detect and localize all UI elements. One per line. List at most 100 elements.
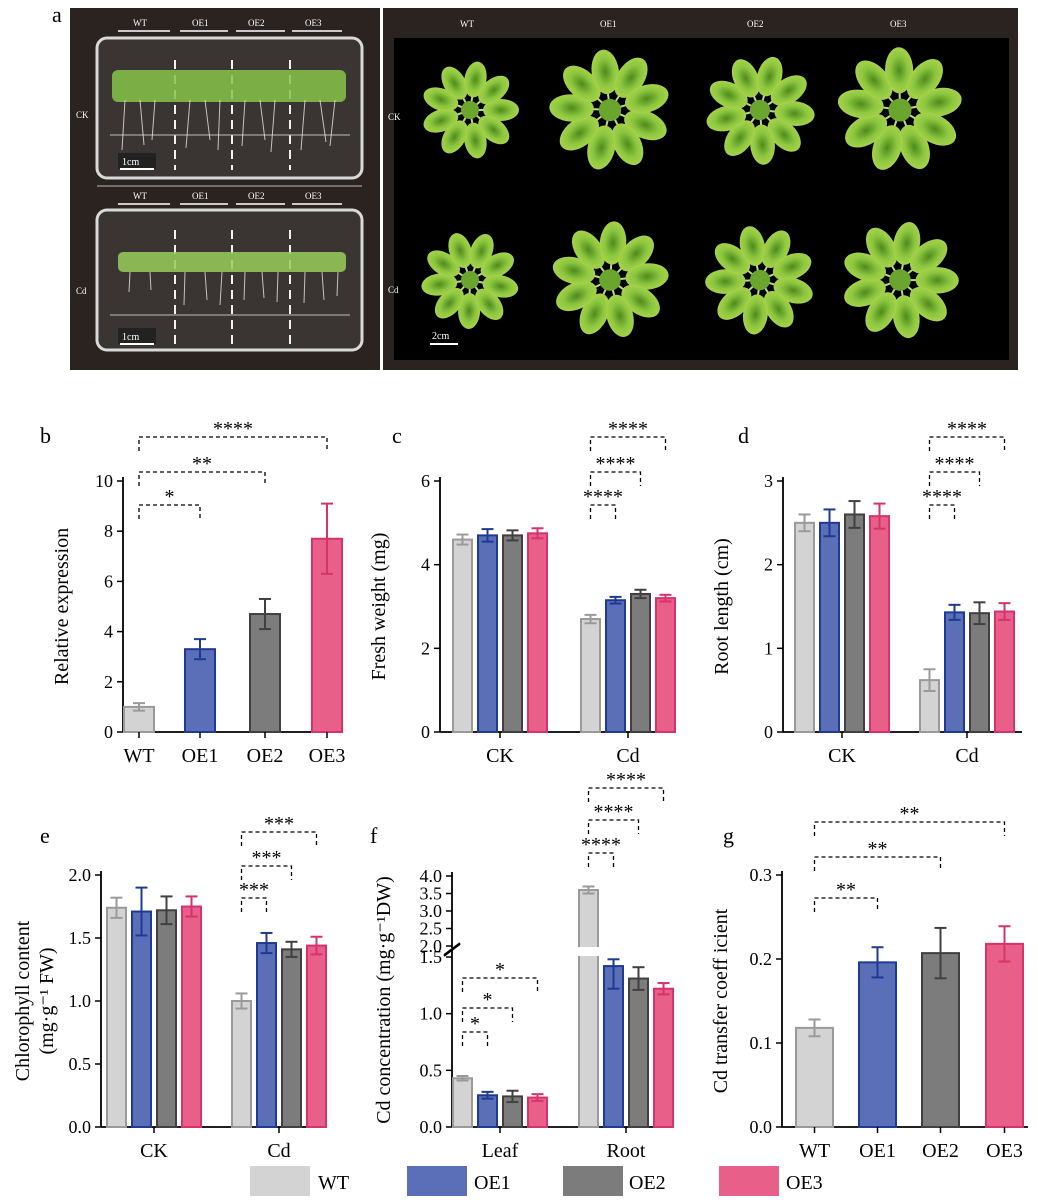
bar-wt <box>231 1000 252 1128</box>
rosette-plant <box>705 226 813 335</box>
bar-oe2 <box>969 612 990 734</box>
legend-swatch-oe3 <box>719 1166 779 1196</box>
rosette-plant <box>837 47 962 170</box>
significance-label: **** <box>608 418 648 440</box>
legend-swatch-oe2 <box>563 1166 623 1196</box>
y-tick-label: 6 <box>421 471 430 491</box>
significance-label: **** <box>583 486 623 508</box>
bar-oe3 <box>306 944 327 1128</box>
y-axis-label: Root length (cm) <box>711 538 733 675</box>
bar-oe3 <box>527 1096 548 1128</box>
panel-label-c: c <box>392 423 402 448</box>
significance-label: **** <box>213 418 253 440</box>
bar-oe2 <box>281 948 302 1129</box>
chart-d: 0 1 2 3 Root length (cm) CK Cd **** **** **** <box>711 418 1022 767</box>
y-tick-label: 0 <box>104 722 113 742</box>
legend-label-oe1: OE1 <box>474 1172 511 1194</box>
bar-oe2 <box>628 977 649 1128</box>
significance-bracket <box>589 471 642 486</box>
plate-scale-bar-cd: 1cm <box>118 328 156 345</box>
significance-label: *** <box>239 879 269 901</box>
chart-c: 0 2 4 6 Fresh weight (mg) CK Cd **** **** **** <box>368 418 676 767</box>
significance-bracket <box>928 504 956 519</box>
bar-wt <box>452 1077 473 1129</box>
rosette-label-oe2: OE2 <box>747 19 764 29</box>
x-tick-label: Cd <box>955 745 978 767</box>
significance-bracket <box>240 831 318 846</box>
bar-oe2 <box>156 909 177 1129</box>
significance-bracket <box>138 471 266 486</box>
y-tick-label: 0.1 <box>750 1033 773 1053</box>
significance-bracket <box>813 856 942 871</box>
x-tick-label: Cd <box>616 745 639 767</box>
significance-label: * <box>470 1013 480 1035</box>
bar-oe1 <box>858 961 897 1128</box>
significance-label: *** <box>252 847 282 869</box>
bar-wt <box>580 618 601 733</box>
y-tick-label: 2 <box>104 672 113 692</box>
y-tick-label: 2.0 <box>69 865 92 885</box>
y-tick-label: 0.5 <box>420 1060 443 1080</box>
bar-oe1 <box>256 942 277 1128</box>
x-tick-label: CK <box>486 745 514 767</box>
plate-row-cd: Cd <box>76 286 87 296</box>
x-tick-label: Cd <box>267 1140 290 1162</box>
rosette-plant <box>549 49 669 170</box>
y-axis-label: Cd transfer coeff icient <box>710 908 732 1093</box>
rosette-label-oe3: OE3 <box>890 19 907 29</box>
y-tick-label: 3.0 <box>420 901 443 921</box>
x-tick-label: WT <box>799 1140 830 1162</box>
svg-text:2cm: 2cm <box>432 331 449 342</box>
bar-oe1 <box>477 534 498 734</box>
panel-label-b: b <box>40 423 51 448</box>
plate-label-oe1-cd: OE1 <box>192 191 209 201</box>
significance-bracket <box>928 436 1006 451</box>
y-tick-label: 4 <box>421 555 430 575</box>
y-tick-label: 2.0 <box>420 936 443 956</box>
bar-oe3 <box>985 942 1024 1128</box>
bar-oe1 <box>603 965 624 1128</box>
significance-bracket <box>589 504 617 519</box>
significance-label: *** <box>264 813 294 835</box>
rosette-scale-bar: 2cm <box>430 331 458 345</box>
significance-label: **** <box>935 453 975 475</box>
axis-break-gap <box>576 947 601 956</box>
x-tick-label: CK <box>828 745 856 767</box>
y-tick-label: 10 <box>95 471 113 491</box>
y-tick-label: 1.0 <box>69 991 92 1011</box>
significance-label: **** <box>581 834 621 856</box>
svg-text:1cm: 1cm <box>122 157 139 168</box>
y-tick-label: 0.0 <box>420 1117 443 1137</box>
chart-e: 0.0 0.5 1.0 1.5 2.0 Chlorophyll content (mg·g⁻… <box>12 813 327 1162</box>
significance-label: ** <box>868 838 888 860</box>
rosette-plant <box>421 233 519 329</box>
x-tick-label: Root <box>607 1140 646 1162</box>
bar-oe1 <box>944 611 965 734</box>
significance-label: ** <box>900 803 920 825</box>
significance-bracket <box>461 977 539 992</box>
plate-label-oe3: OE3 <box>305 18 322 28</box>
panel-label-a: a <box>52 2 62 27</box>
significance-label: **** <box>922 486 962 508</box>
significance-label: * <box>483 989 493 1011</box>
bar-oe2 <box>502 534 523 734</box>
y-tick-label: 3 <box>764 471 773 491</box>
significance-bracket <box>240 897 268 912</box>
legend-swatch-oe1 <box>407 1166 467 1196</box>
y-tick-label: 1.0 <box>420 1004 443 1024</box>
significance-bracket <box>587 787 665 802</box>
bar-oe3 <box>181 905 202 1128</box>
x-tick-label: Leaf <box>482 1140 519 1162</box>
y-tick-label: 1 <box>764 638 773 658</box>
rosette-plant <box>552 221 669 337</box>
y-tick-label: 0.0 <box>69 1117 92 1137</box>
y-tick-label: 4.0 <box>420 866 443 886</box>
bar-wt <box>106 906 127 1129</box>
panel-a: a <box>52 2 1018 370</box>
x-tick-label: OE1 <box>182 745 219 767</box>
bar-wt <box>452 538 473 733</box>
bar-oe2 <box>249 613 281 734</box>
rosette-plant <box>706 56 815 165</box>
